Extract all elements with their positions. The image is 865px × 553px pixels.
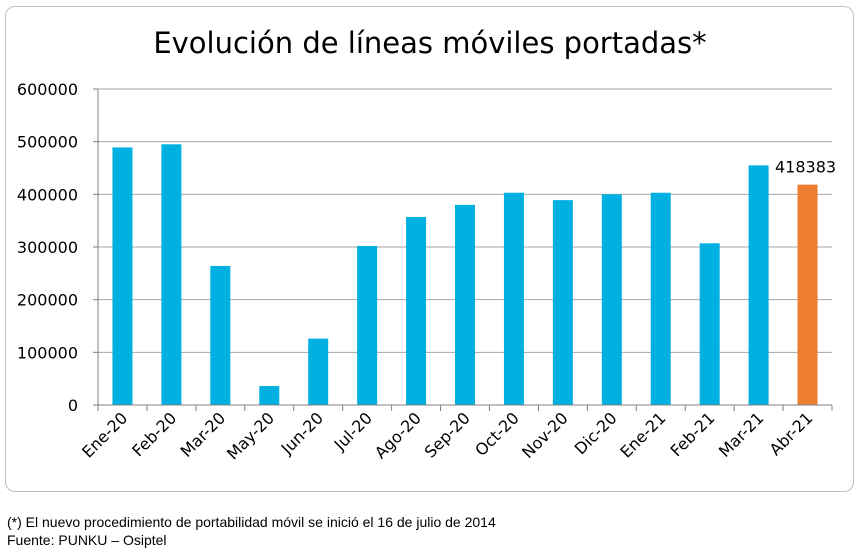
bar bbox=[455, 204, 475, 405]
bar bbox=[112, 147, 133, 405]
axes bbox=[93, 88, 833, 411]
source-note: Fuente: PUNKU – Osiptel bbox=[7, 532, 167, 548]
bar bbox=[601, 194, 622, 405]
bar bbox=[259, 386, 280, 405]
x-tick-label: Abr-21 bbox=[766, 408, 817, 459]
x-tick-label: Dic-20 bbox=[571, 408, 621, 458]
y-axis-tick-labels: 0 100000 200000 300000 400000 500000 600000 bbox=[17, 80, 78, 415]
x-tick-label: Ene-20 bbox=[78, 408, 131, 461]
chart-title: Evolución de líneas móviles portadas* bbox=[153, 26, 706, 60]
footnote: (*) El nuevo procedimiento de portabilid… bbox=[7, 514, 496, 530]
x-tick-label: May-20 bbox=[223, 408, 278, 463]
bar bbox=[797, 184, 818, 405]
bar bbox=[210, 265, 231, 405]
data-labels: 418383 bbox=[775, 158, 836, 177]
bars bbox=[112, 144, 818, 406]
y-tick-label: 200000 bbox=[17, 291, 78, 310]
x-tick-label: Nov-20 bbox=[518, 408, 572, 462]
bar bbox=[161, 144, 182, 406]
x-tick-label: Feb-20 bbox=[128, 408, 180, 460]
y-tick-label: 500000 bbox=[17, 133, 78, 152]
bar bbox=[699, 243, 720, 405]
y-tick-label: 100000 bbox=[17, 343, 78, 362]
y-tick-label: 300000 bbox=[17, 238, 78, 257]
x-tick-label: Ago-20 bbox=[371, 408, 425, 462]
y-tick-label: 600000 bbox=[17, 80, 78, 99]
x-tick-label: Ene-21 bbox=[616, 408, 669, 461]
y-tick-label: 0 bbox=[68, 396, 78, 415]
x-tick-label: Mar-20 bbox=[177, 408, 230, 461]
y-tick-label: 400000 bbox=[17, 185, 78, 204]
bar bbox=[308, 338, 329, 405]
x-tick-label: Feb-21 bbox=[667, 408, 719, 460]
x-tick-label: Jun-20 bbox=[277, 408, 327, 458]
data-label: 418383 bbox=[775, 158, 836, 177]
bar bbox=[748, 165, 769, 405]
x-tick-label: Jul-20 bbox=[330, 408, 376, 454]
bar bbox=[650, 192, 671, 405]
bar bbox=[552, 200, 573, 405]
bar bbox=[503, 192, 524, 405]
bar bbox=[357, 245, 378, 405]
x-tick-label: Mar-21 bbox=[715, 408, 768, 461]
bar bbox=[406, 216, 427, 405]
x-tick-label: Oct-20 bbox=[471, 408, 522, 459]
x-tick-label: Sep-20 bbox=[421, 408, 474, 461]
bar-chart: Evolución de líneas móviles portadas* 0 1… bbox=[17, 26, 836, 464]
